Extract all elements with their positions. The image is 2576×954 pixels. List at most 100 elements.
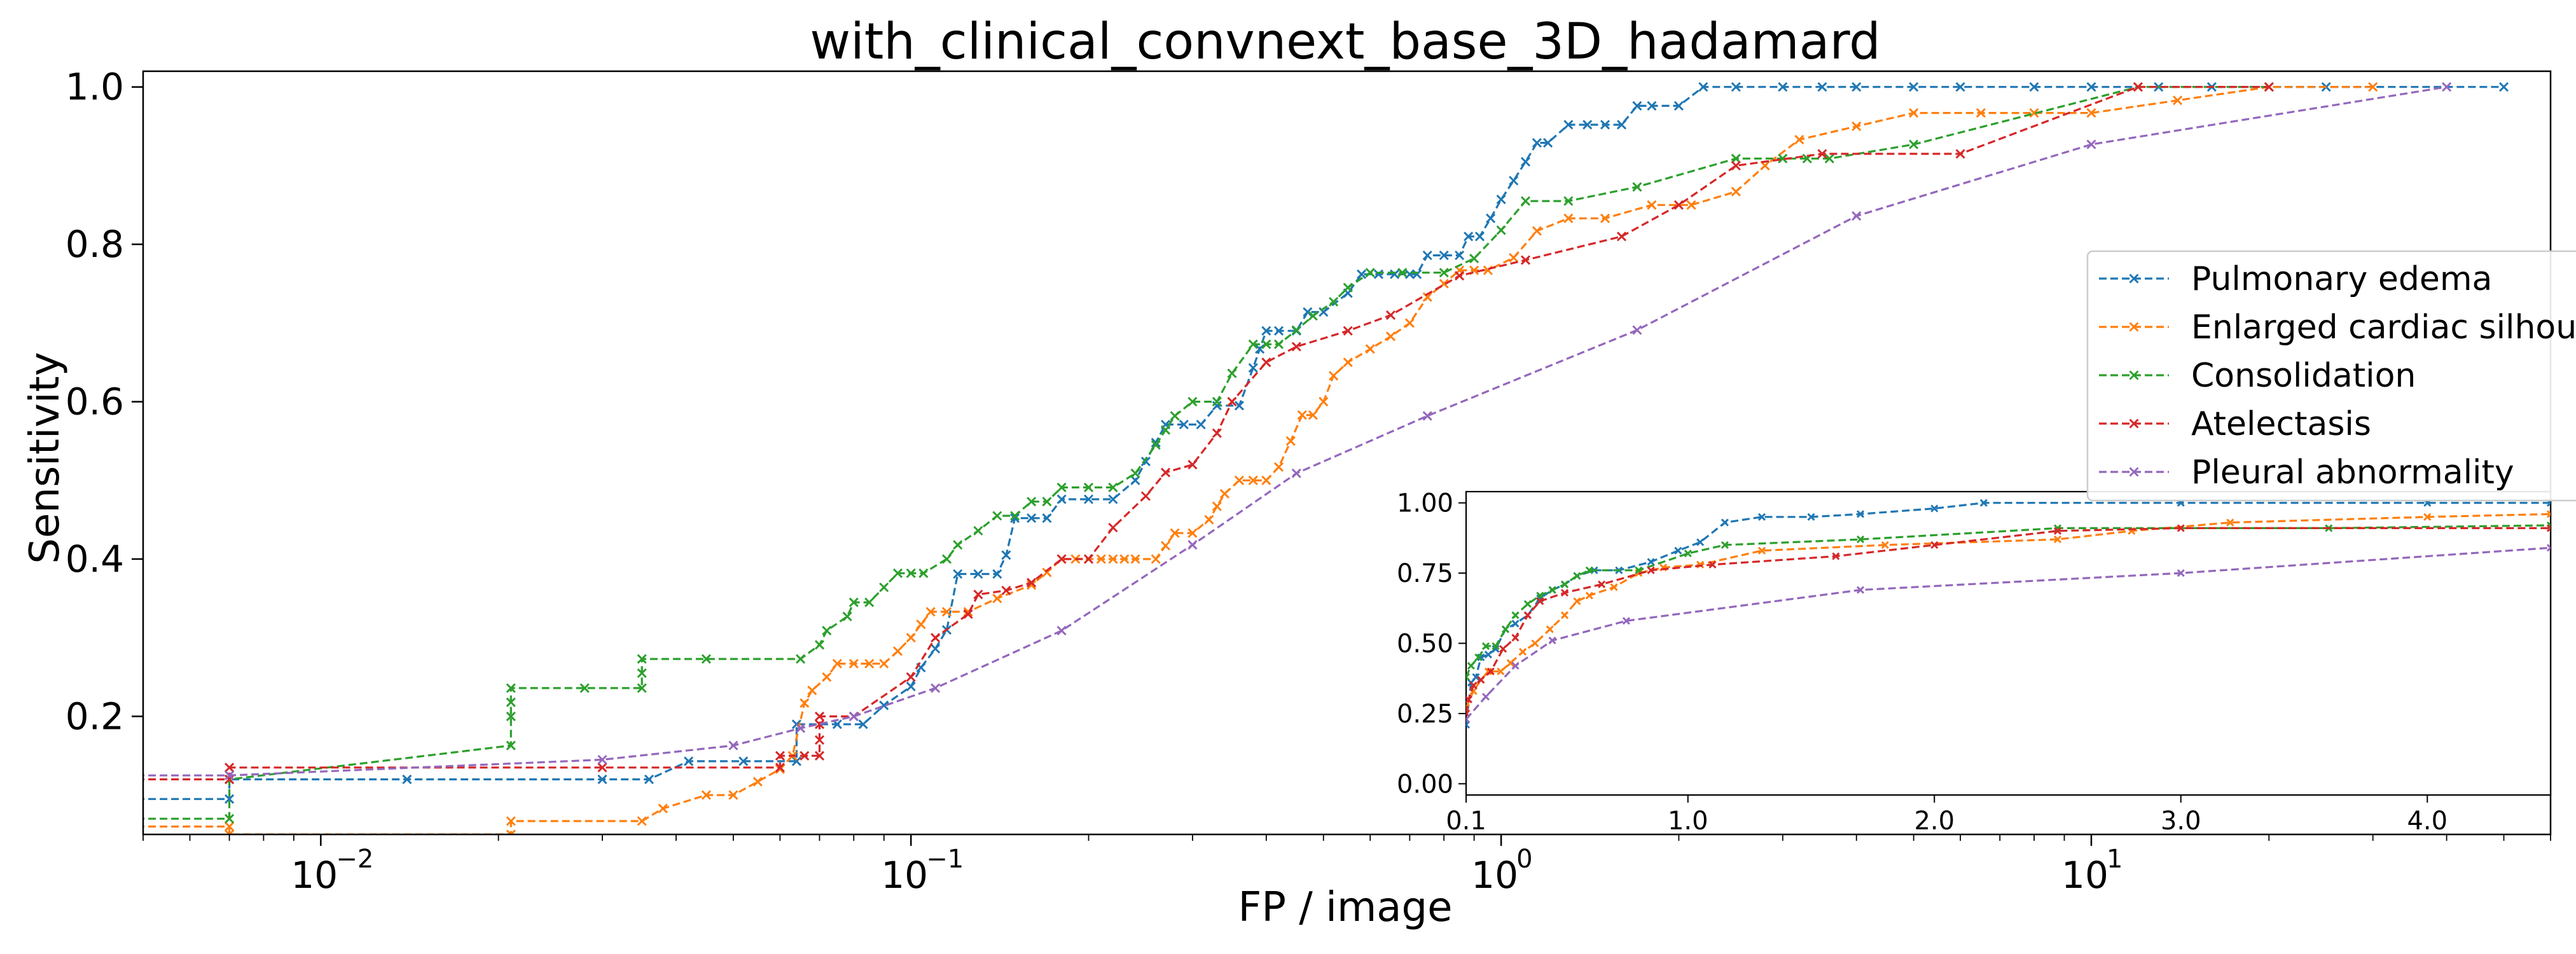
main-point xyxy=(791,756,801,766)
main-point xyxy=(963,609,973,619)
inset-axis-ticks: 0.1 1.0 2.0 3.0 4.0 0.00 0.25 0.50 0.75 1.00 xyxy=(1397,489,2448,836)
main-point xyxy=(848,597,859,607)
main-point xyxy=(848,658,859,669)
main-point xyxy=(864,658,875,669)
main-point xyxy=(1188,528,1198,538)
inset-point xyxy=(2177,569,2185,577)
main-point xyxy=(1731,160,1741,171)
main-point xyxy=(1130,554,1140,564)
main-point xyxy=(1390,269,1400,279)
inset-point xyxy=(1511,633,1520,642)
main-point xyxy=(1404,318,1415,328)
inset-point xyxy=(1856,536,1865,544)
main-point xyxy=(1647,200,1657,210)
main-point xyxy=(225,829,235,834)
main-point xyxy=(1319,307,1329,317)
main-point xyxy=(658,803,668,813)
main-point xyxy=(925,607,936,617)
inset-point xyxy=(1466,715,1471,723)
x-tick-exponent: −2 xyxy=(336,845,373,874)
main-point xyxy=(1196,419,1206,430)
main-point xyxy=(1343,282,1353,293)
main-point xyxy=(1179,419,1189,430)
inset-point xyxy=(1536,597,1544,605)
main-point xyxy=(1291,468,1301,478)
main-point xyxy=(1422,250,1432,261)
main-point xyxy=(906,633,916,643)
inset-point xyxy=(1721,518,1729,527)
main-point xyxy=(1212,397,1222,407)
inset-point xyxy=(1548,586,1556,594)
main-point xyxy=(1056,554,1067,564)
main-point xyxy=(1563,213,1574,223)
legend-marker xyxy=(2129,370,2139,380)
main-point xyxy=(1600,213,1610,223)
main-point xyxy=(1083,482,1094,492)
main-point xyxy=(597,763,607,773)
main-point xyxy=(1329,296,1339,307)
main-point xyxy=(1234,475,1244,485)
main-point xyxy=(1455,271,1465,281)
main-point xyxy=(225,794,235,804)
main-point xyxy=(1439,250,1449,261)
inset-point xyxy=(1856,586,1865,594)
main-point xyxy=(1563,120,1574,130)
main-point xyxy=(814,719,825,729)
main-point xyxy=(637,668,647,678)
main-point xyxy=(822,672,832,682)
inset-point xyxy=(2177,524,2185,532)
legend: Pulmonary edema Enlarged cardiac silhouet… xyxy=(2086,250,2576,502)
inset-point xyxy=(1466,695,1472,703)
main-point xyxy=(1285,436,1296,446)
inset-point xyxy=(1856,510,1865,518)
x-axis-label: FP / image xyxy=(1238,884,1453,931)
main-series-group xyxy=(143,82,2509,834)
main-point xyxy=(1673,200,1684,210)
main-point xyxy=(506,711,516,721)
main-point xyxy=(1496,225,1506,235)
inset-point xyxy=(1536,591,1544,600)
main-point xyxy=(1731,153,1741,163)
main-point xyxy=(637,654,647,664)
inset-point xyxy=(1474,653,1483,661)
main-point xyxy=(879,582,889,593)
main-point xyxy=(1817,82,1827,92)
y-axis-label: Sensitivity xyxy=(22,352,69,563)
inset-point xyxy=(1757,546,1766,555)
main-point xyxy=(1778,153,1788,163)
main-point xyxy=(1647,100,1657,111)
main-point xyxy=(1248,475,1258,485)
main-point xyxy=(775,763,785,773)
main-point xyxy=(1343,357,1353,368)
inset-point xyxy=(1472,673,1480,681)
main-point xyxy=(1170,528,1180,538)
main-point xyxy=(1273,462,1284,472)
x-tick-exponent: −1 xyxy=(926,845,964,874)
main-point xyxy=(864,597,875,607)
main-point xyxy=(1397,268,1408,278)
main-point xyxy=(1563,196,1574,206)
main-point xyxy=(931,644,941,654)
main-point xyxy=(2029,108,2039,118)
main-point xyxy=(814,735,825,745)
main-point xyxy=(2442,82,2452,92)
main-point xyxy=(1532,226,1542,236)
main-point xyxy=(1130,475,1140,485)
main-point xyxy=(2086,139,2096,149)
inset-series-consolidation xyxy=(1466,521,2551,681)
main-point xyxy=(1083,494,1094,504)
main-point xyxy=(1108,554,1118,564)
main-point xyxy=(738,756,749,766)
legend-marker xyxy=(2129,273,2139,284)
main-point xyxy=(1616,232,1627,242)
main-point xyxy=(637,683,647,693)
main-point xyxy=(2133,82,2143,92)
legend-label: Consolidation xyxy=(2191,357,2416,395)
inset-point xyxy=(1481,693,1490,701)
main-point xyxy=(2173,95,2183,106)
main-point xyxy=(1474,232,1485,242)
inset-point xyxy=(1497,667,1505,675)
main-point xyxy=(1010,511,1020,521)
main-point xyxy=(1255,344,1265,354)
inset-y-tick-label: 1.00 xyxy=(1397,489,1453,518)
